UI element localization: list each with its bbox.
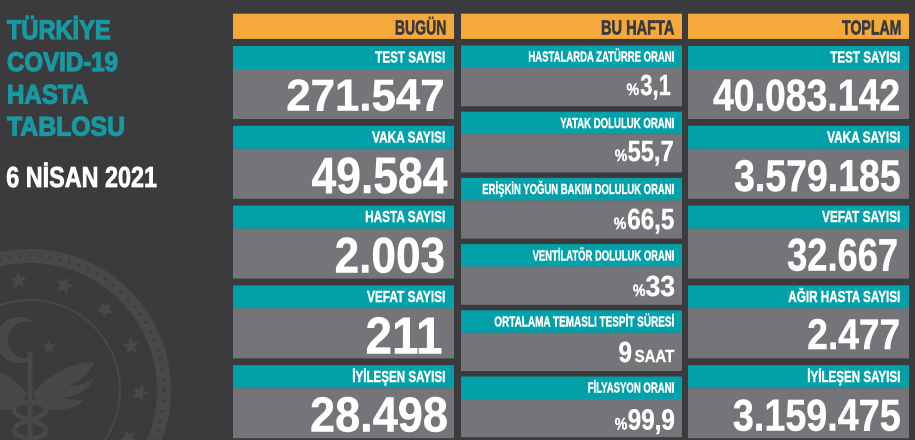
svg-text:HASTA: HASTA — [7, 79, 88, 109]
svg-text:VENTİLATÖR DOLULUK ORANI: VENTİLATÖR DOLULUK ORANI — [533, 247, 675, 264]
svg-text:TOPLAM: TOPLAM — [842, 17, 901, 39]
svg-text:49.584: 49.584 — [312, 147, 448, 204]
svg-text:2.003: 2.003 — [335, 227, 446, 284]
svg-text:%: % — [615, 415, 628, 434]
svg-text:İYİLEŞEN SAYISI: İYİLEŞEN SAYISI — [807, 369, 900, 386]
svg-text:VEFAT SAYISI: VEFAT SAYISI — [367, 289, 445, 306]
svg-text:271.547: 271.547 — [286, 71, 445, 120]
svg-text:YATAK DOLULUK ORANI: YATAK DOLULUK ORANI — [560, 116, 674, 132]
svg-text:SAAT: SAAT — [635, 346, 675, 366]
svg-text:BUGÜN: BUGÜN — [395, 16, 447, 39]
svg-text:211: 211 — [366, 306, 443, 364]
svg-text:TÜRKİYE: TÜRKİYE — [7, 15, 111, 45]
svg-text:33: 33 — [646, 270, 676, 302]
svg-text:3.159.475: 3.159.475 — [733, 391, 901, 440]
svg-text:TEST SAYISI: TEST SAYISI — [830, 50, 900, 67]
svg-text:28.498: 28.498 — [310, 388, 448, 440]
svg-text:BU HAFTA: BU HAFTA — [601, 17, 675, 39]
svg-text:COVID-19: COVID-19 — [7, 47, 118, 77]
svg-text:ORTALAMA TEMASLI TESPİT SÜRESİ: ORTALAMA TEMASLI TESPİT SÜRESİ — [494, 314, 674, 331]
svg-text:%: % — [615, 146, 628, 165]
svg-text:%: % — [627, 80, 640, 99]
svg-text:TEST SAYISI: TEST SAYISI — [375, 50, 445, 67]
svg-text:FİLYASYON ORANI: FİLYASYON ORANI — [588, 380, 675, 397]
svg-text:ERİŞKİN YOĞUN BAKIM DOLULUK OR: ERİŞKİN YOĞUN BAKIM DOLULUK ORANI — [482, 180, 674, 198]
svg-text:TABLOSU: TABLOSU — [7, 112, 125, 142]
svg-text:İYİLEŞEN SAYISI: İYİLEŞEN SAYISI — [352, 369, 445, 386]
svg-text:HASTA SAYISI: HASTA SAYISI — [365, 209, 445, 226]
svg-text:40.083.142: 40.083.142 — [713, 71, 900, 120]
svg-text:VEFAT SAYISI: VEFAT SAYISI — [822, 209, 900, 226]
svg-text:99,9: 99,9 — [628, 404, 675, 436]
svg-text:6 NİSAN 2021: 6 NİSAN 2021 — [6, 161, 157, 194]
svg-text:VAKA SAYISI: VAKA SAYISI — [827, 129, 900, 146]
svg-text:66,5: 66,5 — [627, 203, 674, 235]
svg-text:%: % — [633, 281, 646, 300]
svg-text:55,7: 55,7 — [628, 135, 674, 167]
svg-text:9: 9 — [619, 336, 633, 368]
svg-text:3.579.185: 3.579.185 — [734, 152, 901, 201]
svg-text:VAKA SAYISI: VAKA SAYISI — [372, 129, 445, 146]
svg-text:HASTALARDA ZATÜRRE ORANI: HASTALARDA ZATÜRRE ORANI — [528, 49, 674, 66]
svg-text:3,1: 3,1 — [640, 69, 671, 101]
svg-text:%: % — [614, 214, 627, 233]
svg-text:2.477: 2.477 — [807, 311, 900, 359]
svg-text:32.667: 32.667 — [787, 230, 898, 281]
svg-text:AĞIR HASTA SAYISI: AĞIR HASTA SAYISI — [788, 288, 900, 306]
